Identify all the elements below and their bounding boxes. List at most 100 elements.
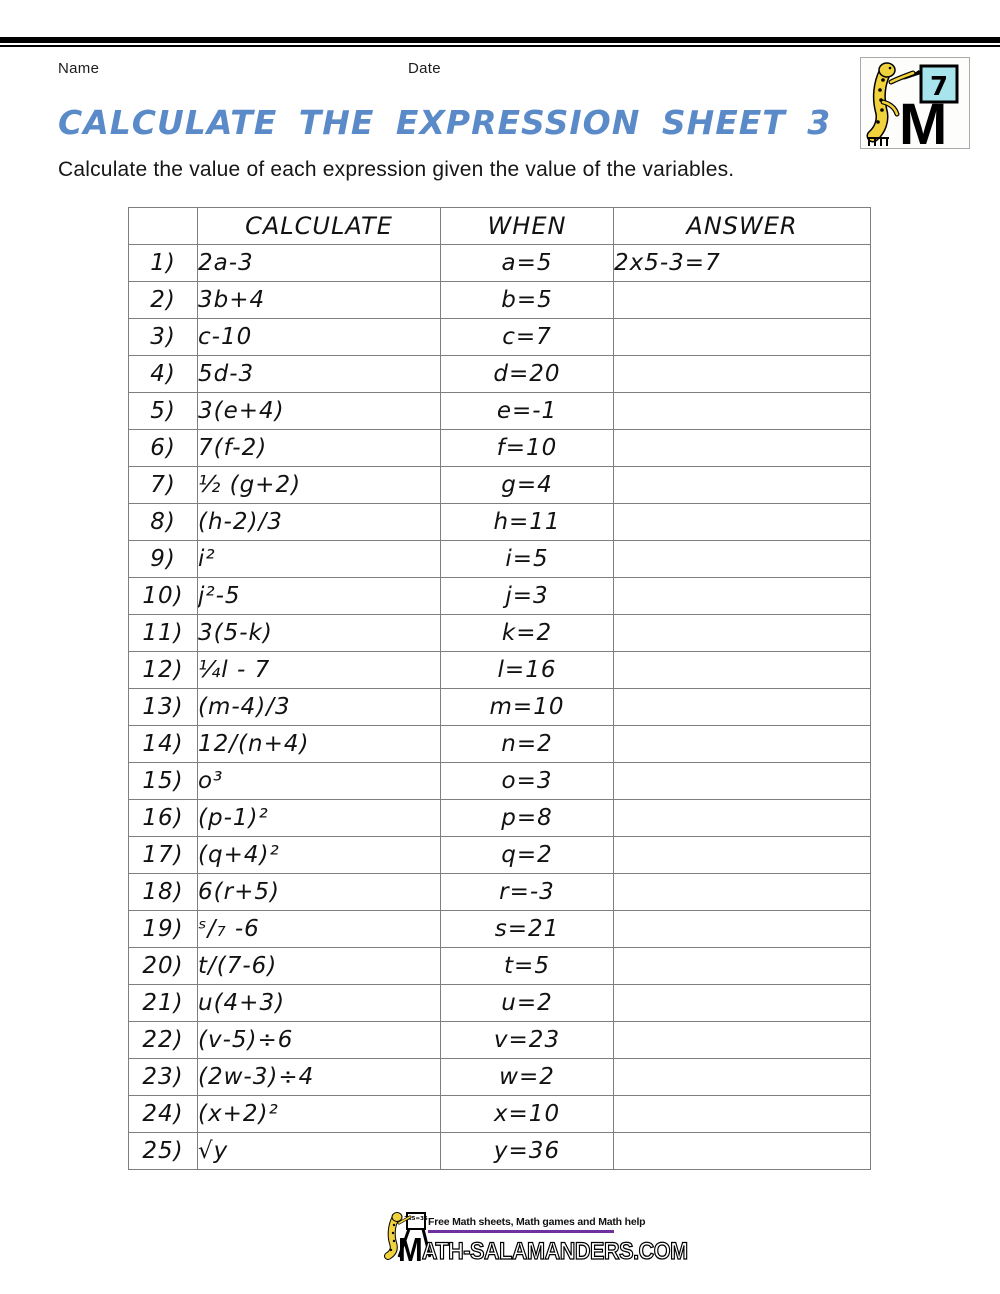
answer-cell: [613, 429, 871, 467]
worksheet-table: CALCULATE WHEN ANSWER 1) 2a-3 a=5 2x5-3=…: [128, 207, 871, 1170]
answer-cell: [613, 318, 871, 356]
answer-cell: [613, 836, 871, 874]
variable-value-cell: f=10: [440, 429, 614, 467]
row-number-cell: 17): [128, 836, 198, 874]
row-number-cell: 21): [128, 984, 198, 1022]
column-header-blank: [128, 207, 198, 245]
column-header-answer: ANSWER: [613, 207, 871, 245]
variable-value-cell: p=8: [440, 799, 614, 837]
answer-cell: [613, 688, 871, 726]
expression-cell: (q+4)²: [197, 836, 441, 874]
table-row: 4) 5d-3 d=20: [128, 355, 871, 393]
row-number-cell: 18): [128, 873, 198, 911]
variable-value-cell: u=2: [440, 984, 614, 1022]
variable-value-cell: c=7: [440, 318, 614, 356]
row-number-cell: 9): [128, 540, 198, 578]
expression-cell: (v-5)÷6: [197, 1021, 441, 1059]
answer-cell: [613, 651, 871, 689]
variable-value-cell: o=3: [440, 762, 614, 800]
top-divider: [0, 37, 1000, 47]
expression-cell: 3(5-k): [197, 614, 441, 652]
expression-cell: u(4+3): [197, 984, 441, 1022]
site-wordmark: MATH-SALAMANDERS.COM: [398, 1231, 689, 1269]
answer-cell: [613, 910, 871, 948]
variable-value-cell: l=16: [440, 651, 614, 689]
name-label: Name: [58, 60, 100, 77]
salamander-icon: [866, 62, 916, 146]
table-row: 13) (m-4)/3 m=10: [128, 688, 871, 726]
wordmark-text: ATH-SALAMANDERS.COM: [421, 1237, 688, 1265]
variable-value-cell: x=10: [440, 1095, 614, 1133]
footer-logo: 7x5=35: [383, 1209, 432, 1261]
table-row: 2) 3b+4 b=5: [128, 281, 871, 319]
variable-value-cell: b=5: [440, 281, 614, 319]
variable-value-cell: k=2: [440, 614, 614, 652]
variable-value-cell: h=11: [440, 503, 614, 541]
answer-cell: [613, 281, 871, 319]
variable-value-cell: m=10: [440, 688, 614, 726]
table-row: 14) 12/(n+4) n=2: [128, 725, 871, 763]
variable-value-cell: e=-1: [440, 392, 614, 430]
expression-cell: j²-5: [197, 577, 441, 615]
row-number-cell: 13): [128, 688, 198, 726]
answer-cell: [613, 577, 871, 615]
table-row: 12) ¼l - 7 l=16: [128, 651, 871, 689]
table-row: 20) t/(7-6) t=5: [128, 947, 871, 985]
footer-tagline: Free Math sheets, Math games and Math he…: [428, 1216, 646, 1228]
answer-cell: [613, 392, 871, 430]
row-number-cell: 14): [128, 725, 198, 763]
column-header-calculate: CALCULATE: [197, 207, 441, 245]
row-number-cell: 4): [128, 355, 198, 393]
table-row: 1) 2a-3 a=5 2x5-3=7: [128, 244, 871, 282]
row-number-cell: 5): [128, 392, 198, 430]
expression-cell: 5d-3: [197, 355, 441, 393]
row-number-cell: 3): [128, 318, 198, 356]
instruction-text: Calculate the value of each expression g…: [58, 158, 735, 181]
salamander-logo-icon: M 7: [866, 62, 959, 157]
table-row: 21) u(4+3) u=2: [128, 984, 871, 1022]
expression-cell: ˢ/₇ -6: [197, 910, 441, 948]
table-row: 23) (2w-3)÷4 w=2: [128, 1058, 871, 1096]
answer-cell: [613, 947, 871, 985]
board-number: 7: [930, 72, 948, 102]
expression-cell: ½ (g+2): [197, 466, 441, 504]
expression-cell: 7(f-2): [197, 429, 441, 467]
row-number-cell: 2): [128, 281, 198, 319]
table-row: 8) (h-2)/3 h=11: [128, 503, 871, 541]
wordmark-m-logo: M: [398, 1231, 423, 1268]
expression-cell: 6(r+5): [197, 873, 441, 911]
row-number-cell: 10): [128, 577, 198, 615]
answer-cell: [613, 1058, 871, 1096]
table-row: 11) 3(5-k) k=2: [128, 614, 871, 652]
table-row: 7) ½ (g+2) g=4: [128, 466, 871, 504]
row-number-cell: 1): [128, 244, 198, 282]
table-row: 25) √y y=36: [128, 1132, 871, 1170]
row-number-cell: 25): [128, 1132, 198, 1170]
table-row: 9) i² i=5: [128, 540, 871, 578]
number-board: [919, 64, 959, 104]
table-row: 6) 7(f-2) f=10: [128, 429, 871, 467]
variable-value-cell: s=21: [440, 910, 614, 948]
variable-value-cell: n=2: [440, 725, 614, 763]
table-row: 16) (p-1)² p=8: [128, 799, 871, 837]
expression-cell: o³: [197, 762, 441, 800]
expression-cell: 2a-3: [197, 244, 441, 282]
expression-cell: √y: [197, 1132, 441, 1170]
expression-cell: c-10: [197, 318, 441, 356]
expression-cell: t/(7-6): [197, 947, 441, 985]
page-title: CALCULATE THE EXPRESSION SHEET 3: [58, 103, 832, 142]
answer-cell: [613, 984, 871, 1022]
row-number-cell: 24): [128, 1095, 198, 1133]
table-row: 3) c-10 c=7: [128, 318, 871, 356]
answer-cell: [613, 503, 871, 541]
row-number-cell: 11): [128, 614, 198, 652]
variable-value-cell: j=3: [440, 577, 614, 615]
expression-cell: 12/(n+4): [197, 725, 441, 763]
table-row: 5) 3(e+4) e=-1: [128, 392, 871, 430]
expression-cell: i²: [197, 540, 441, 578]
site-logo: M 7: [860, 57, 970, 157]
row-number-cell: 23): [128, 1058, 198, 1096]
expression-cell: 3(e+4): [197, 392, 441, 430]
expression-cell: (p-1)²: [197, 799, 441, 837]
expression-cell: (m-4)/3: [197, 688, 441, 726]
